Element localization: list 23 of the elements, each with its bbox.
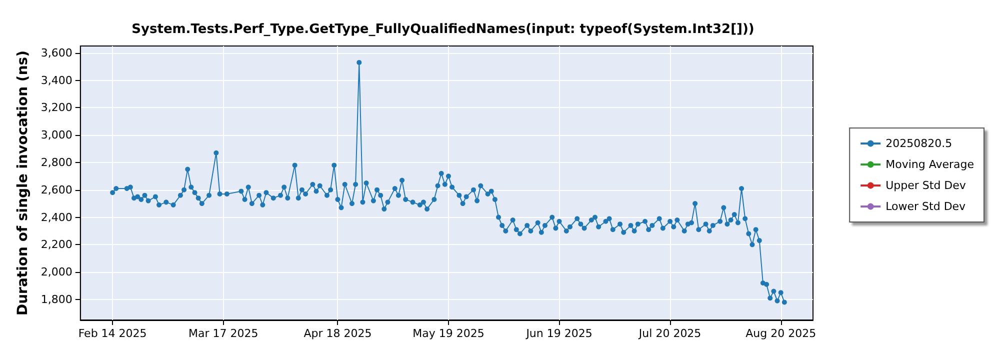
y-tick-label: 2,400: [40, 210, 72, 224]
y-tick-label: 2,800: [40, 156, 72, 169]
x-tick-label: Jun 19 2025: [525, 327, 592, 340]
chart-title: System.Tests.Perf_Type.GetType_FullyQualifiedNames(input: typeof(System.Int32[])): [132, 22, 754, 37]
legend-label: Moving Average: [886, 158, 974, 171]
legend-label: 20250820.5: [886, 137, 952, 150]
y-tick-label: 2,000: [40, 266, 72, 279]
y-axis-title: Duration of single invocation (ns): [15, 50, 31, 316]
y-tick-label: 2,200: [40, 238, 72, 252]
x-tick-label: Feb 14 2025: [78, 327, 147, 340]
y-tick-label: 2,600: [40, 183, 72, 196]
y-tick-label: 3,400: [40, 74, 72, 87]
x-tick-label: Apr 18 2025: [304, 327, 372, 340]
x-tick-label: Mar 17 2025: [188, 327, 258, 340]
legend-label: Upper Std Dev: [886, 179, 966, 192]
y-tick-label: 3,200: [40, 101, 72, 114]
y-tick-label: 1,800: [40, 292, 72, 306]
y-tick-label: 3,600: [40, 46, 72, 60]
x-tick-label: May 19 2025: [412, 327, 484, 340]
x-tick-label: Jul 20 2025: [638, 327, 702, 340]
legend-label: Lower Std Dev: [886, 200, 966, 213]
x-tick-label: Aug 20 2025: [746, 327, 816, 340]
y-tick-label: 3,000: [40, 128, 72, 142]
